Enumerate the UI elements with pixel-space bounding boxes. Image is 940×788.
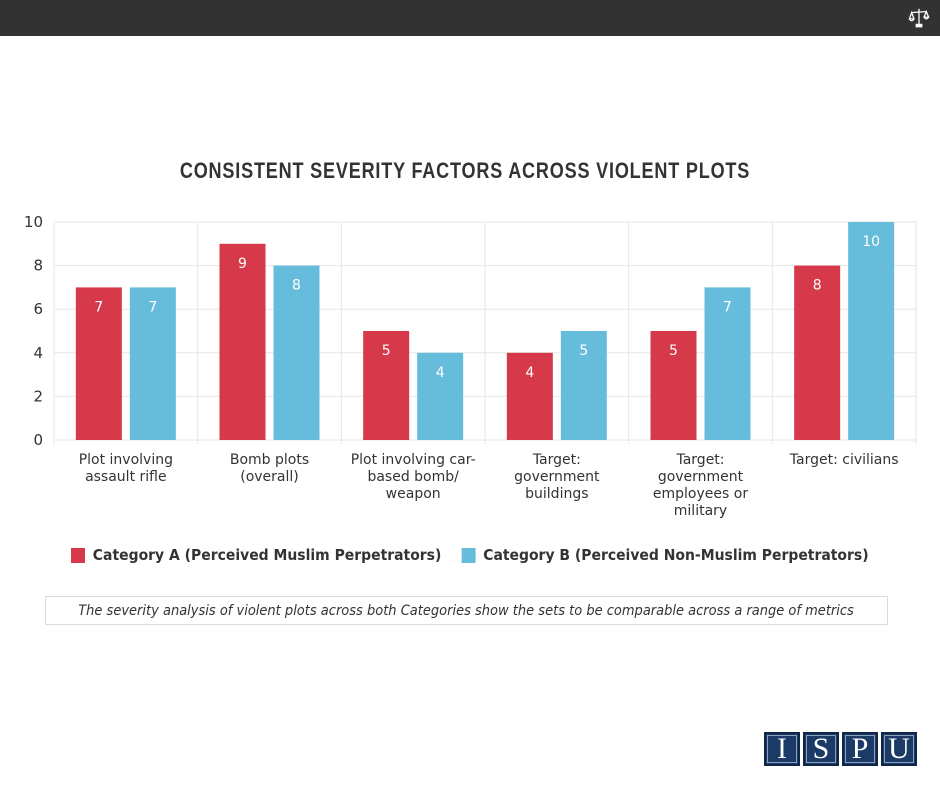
bar-category-a — [75, 287, 122, 440]
y-tick-label: 2 — [33, 387, 43, 405]
data-label: 5 — [382, 343, 391, 359]
x-tick-label-line: Plot involving — [79, 452, 173, 468]
bar-category-b — [560, 331, 607, 440]
data-label: 8 — [292, 278, 301, 294]
ispu-logo[interactable]: I S P U — [764, 732, 917, 766]
data-label: 7 — [723, 299, 732, 315]
x-tick-label-line: Bomb plots — [230, 452, 309, 468]
x-tick-label: Target: government employees or military — [653, 452, 748, 519]
bar-chart: 0 2 4 6 8 10 7 7 Plot involving assault rifle 9 8 Bo… — [24, 213, 917, 519]
x-tick-label-line: government — [514, 469, 600, 485]
x-tick-label-line: based bomb/ — [367, 469, 459, 485]
legend-swatch-category-a — [71, 547, 86, 563]
caption-text: The severity analysis of violent plots a… — [78, 602, 855, 619]
x-tick-label-line: Target: — [532, 452, 581, 468]
y-tick-label: 0 — [33, 431, 43, 449]
data-label: 5 — [579, 343, 588, 359]
bar-category-a — [650, 331, 697, 440]
y-tick-label: 10 — [24, 213, 43, 231]
top-bar — [0, 0, 940, 36]
chart-caption: The severity analysis of violent plots a… — [45, 596, 888, 625]
chart-title: CONSISTENT SEVERITY FACTORS ACROSS VIOLE… — [179, 158, 751, 183]
bar-category-b — [417, 352, 464, 440]
legend-label-category-a: Category A (Perceived Muslim Perpetrator… — [92, 546, 442, 564]
data-label: 7 — [148, 299, 157, 315]
x-tick-label: Plot involving car-based bomb/weapon — [351, 452, 476, 502]
data-label: 9 — [238, 256, 247, 272]
x-tick-label-line: assault rifle — [85, 469, 167, 485]
balance-scale-icon[interactable] — [908, 7, 930, 29]
data-label: 4 — [525, 365, 534, 381]
x-tick-label-line: weapon — [386, 486, 441, 502]
data-label: 5 — [669, 343, 678, 359]
legend-swatch-category-b — [461, 547, 476, 563]
bar-category-b — [129, 287, 176, 440]
x-tick-label-line: Plot involving car- — [351, 452, 476, 468]
y-tick-label: 6 — [33, 300, 43, 318]
x-tick-label-line: employees or — [653, 486, 748, 502]
data-label: 8 — [813, 278, 822, 294]
logo-letter: U — [881, 732, 917, 766]
data-label: 10 — [862, 234, 880, 250]
legend-item-category-a[interactable]: Category A (Perceived Muslim Perpetrator… — [71, 546, 441, 564]
logo-letter: S — [803, 732, 839, 766]
legend-item-category-b[interactable]: Category B (Perceived Non-Muslim Perpetr… — [461, 546, 869, 564]
x-tick-label: Bomb plots (overall) — [230, 452, 309, 485]
legend: Category A (Perceived Muslim Perpetrator… — [33, 546, 907, 564]
bar-category-a — [506, 352, 553, 440]
x-tick-label: Plot involving assault rifle — [79, 452, 173, 485]
bar-category-b — [848, 222, 895, 440]
x-tick-label-line: buildings — [525, 486, 588, 502]
y-tick-label: 8 — [33, 257, 43, 275]
x-tick-label-line: Target: — [675, 452, 724, 468]
bar-category-a — [794, 265, 841, 440]
x-tick-label: Target: government buildings — [514, 452, 600, 502]
grid — [53, 221, 917, 444]
data-label: 7 — [94, 299, 103, 315]
logo-letter: I — [764, 732, 800, 766]
x-tick-label: Target: civilians — [789, 452, 899, 468]
legend-label-category-b: Category B (Perceived Non-Muslim Perpetr… — [483, 546, 869, 564]
x-tick-label-line: (overall) — [240, 469, 299, 485]
logo-letter: P — [842, 732, 878, 766]
bar-category-a — [363, 331, 410, 440]
y-tick-label: 4 — [33, 344, 43, 362]
bar-category-b — [704, 287, 751, 440]
x-tick-label-line: Target: civilians — [789, 452, 899, 468]
data-label: 4 — [436, 365, 445, 381]
bar-category-b — [273, 265, 320, 440]
labels: 0 2 4 6 8 10 7 7 Plot involving assault rifle 9 8 Bo… — [24, 213, 899, 519]
bars — [75, 222, 895, 440]
x-tick-label-line: military — [674, 503, 727, 519]
x-tick-label-line: government — [658, 469, 744, 485]
bar-category-a — [219, 243, 266, 440]
